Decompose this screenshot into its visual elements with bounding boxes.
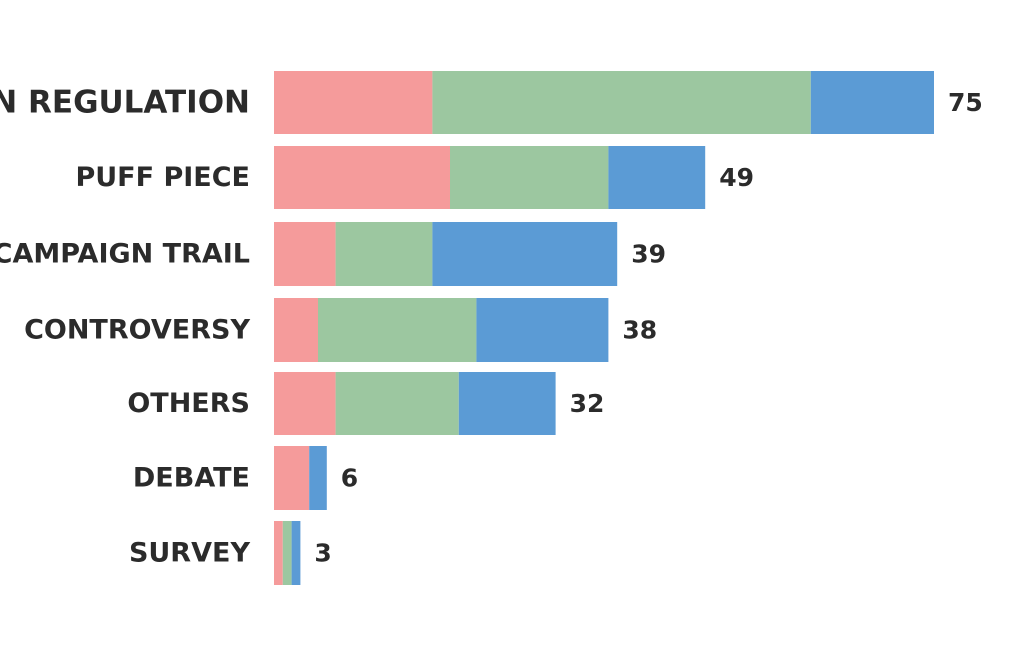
category-labels: ELECTION REGULATION PUFF PIECE CAMPAIGN TR… (0, 85, 250, 569)
bar-segment-election-regulation-1 (274, 71, 433, 134)
bar-segment-election-regulation-2 (432, 71, 811, 134)
category-label-debate: DEBATE (133, 463, 250, 494)
total-label-puff-piece: 49 (719, 163, 754, 192)
total-label-others: 32 (570, 389, 605, 418)
total-label-debate: 6 (341, 464, 358, 493)
total-label-campaign-trail: 39 (631, 240, 666, 269)
bar-segment-survey-2 (282, 521, 292, 585)
category-label-others: OTHERS (127, 388, 250, 419)
total-label-controversy: 38 (622, 316, 657, 345)
bar-segment-campaign-trail-3 (432, 222, 618, 286)
bar-segment-election-regulation-3 (810, 71, 934, 134)
category-label-survey: SURVEY (129, 538, 251, 569)
bar-segment-others-1 (274, 372, 336, 435)
total-label-election-regulation: 75 (948, 88, 983, 117)
bar-segment-others-3 (458, 372, 556, 435)
bar-segment-survey-3 (291, 521, 301, 585)
total-label-survey: 3 (314, 539, 331, 568)
total-labels: 75 49 39 38 32 6 3 (314, 88, 982, 568)
bar-segment-campaign-trail-2 (335, 222, 433, 286)
bar-segment-survey-1 (274, 521, 283, 585)
bar-segment-debate-3 (309, 446, 327, 510)
bar-segment-controversy-1 (274, 298, 318, 362)
bar-segment-puff-piece-1 (274, 146, 450, 209)
category-label-election-regulation: ELECTION REGULATION (0, 85, 250, 121)
bars (274, 71, 934, 585)
bar-segment-debate-1 (274, 446, 310, 510)
category-label-campaign-trail: CAMPAIGN TRAIL (0, 239, 250, 270)
bar-segment-controversy-3 (476, 298, 609, 362)
bar-segment-controversy-2 (318, 298, 477, 362)
bar-segment-campaign-trail-1 (274, 222, 336, 286)
category-label-controversy: CONTROVERSY (24, 315, 250, 346)
bar-segment-puff-piece-3 (608, 146, 706, 209)
category-label-puff-piece: PUFF PIECE (75, 162, 250, 193)
bar-segment-others-2 (335, 372, 459, 435)
bar-segment-puff-piece-2 (450, 146, 609, 209)
